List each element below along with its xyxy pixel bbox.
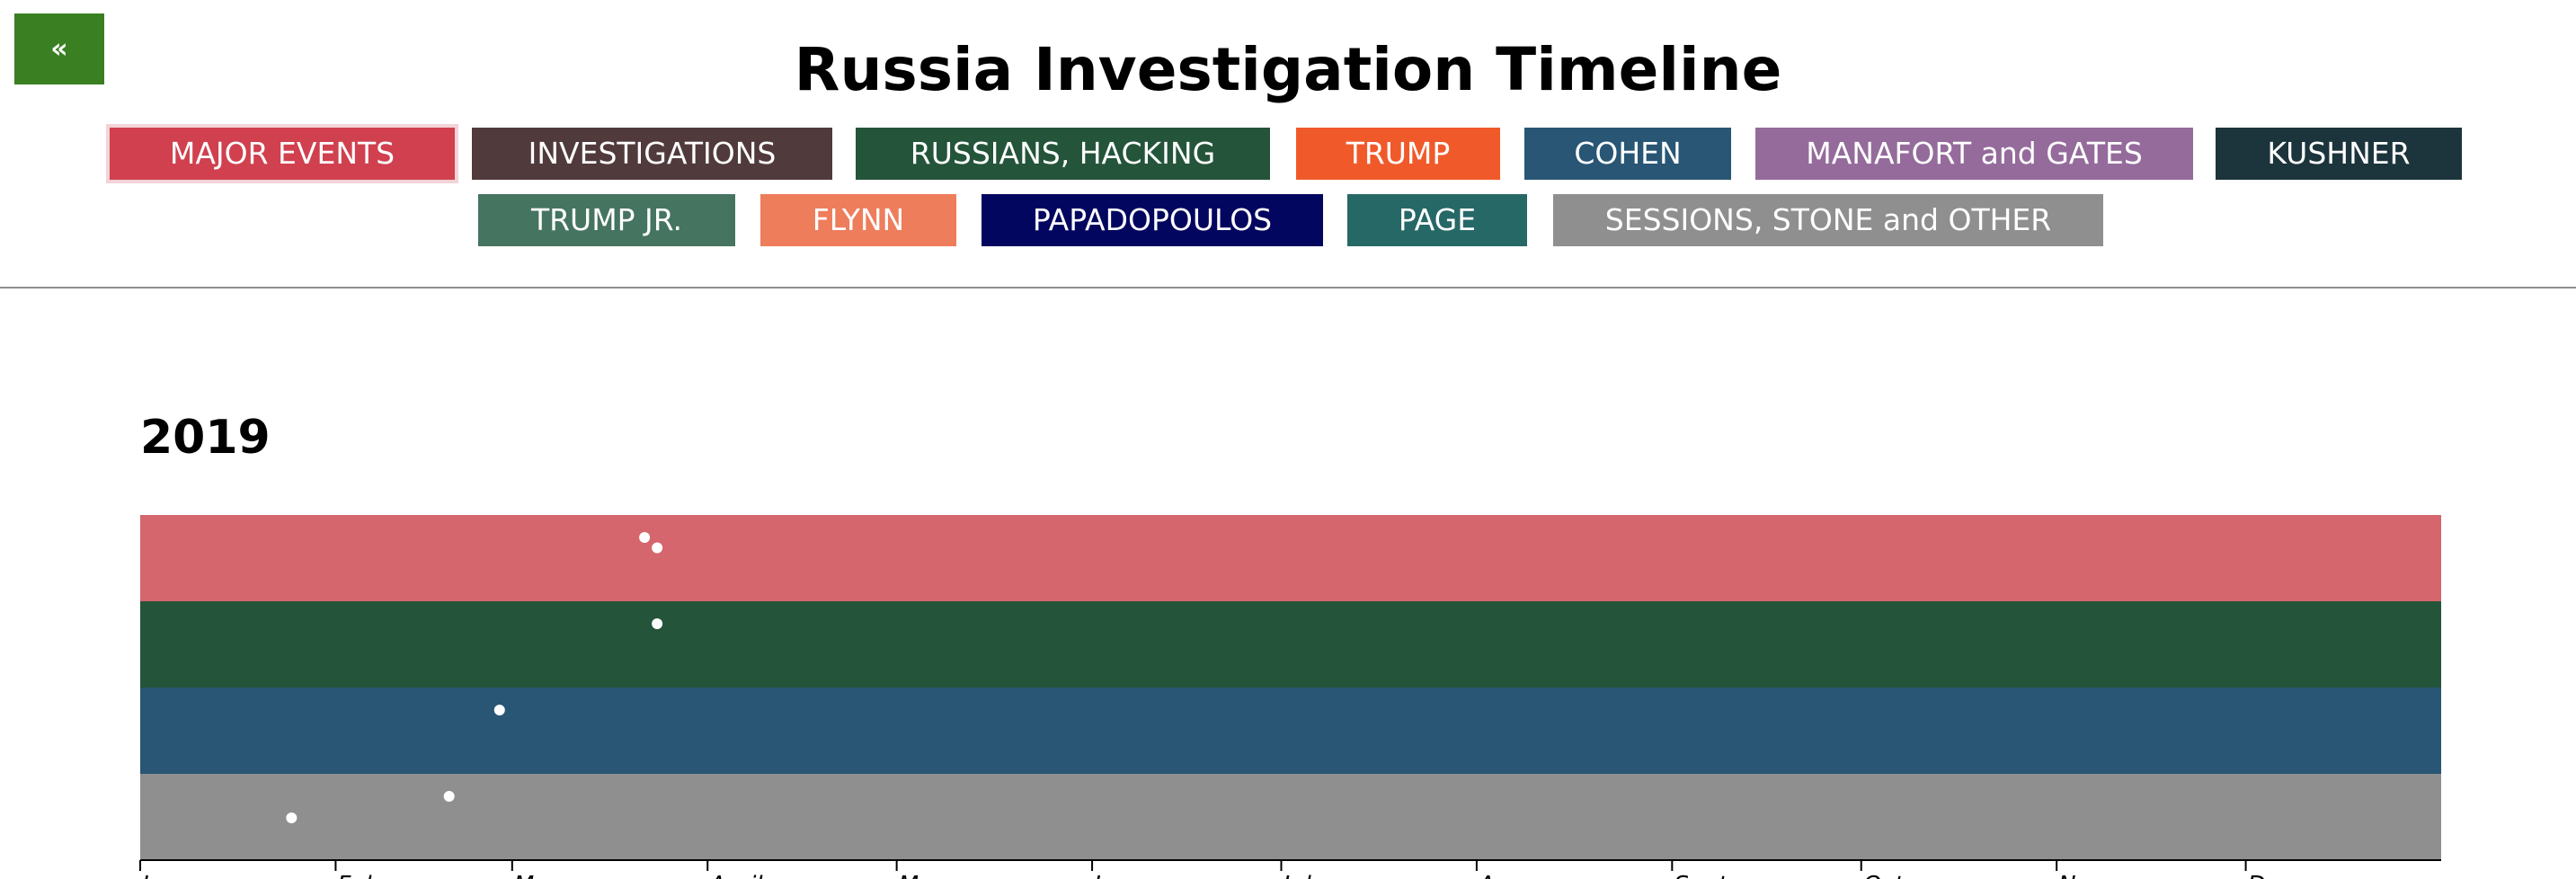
category-trump-button[interactable]: TRUMP — [1296, 128, 1500, 180]
month-label: June — [1089, 872, 1145, 879]
page-title: Russia Investigation Timeline — [794, 35, 1782, 104]
category-trump-jr-button[interactable]: TRUMP JR. — [478, 194, 735, 246]
month-label: Aug — [1477, 872, 1524, 879]
month-label: April — [707, 872, 763, 879]
month-label: Nov — [2058, 872, 2104, 879]
event-dot[interactable] — [443, 790, 455, 802]
timeline-lane — [140, 688, 2441, 774]
month-label: Mar — [514, 872, 560, 879]
category-filter-row: MAJOR EVENTS INVESTIGATIONS RUSSIANS, HACK… — [0, 128, 2576, 180]
category-filter-row: TRUMP JR. FLYNN PAPADOPOULOS PAGE SESSIONS, … — [0, 194, 2576, 246]
back-button[interactable]: « — [14, 13, 104, 84]
month-label: Dec — [2248, 872, 2293, 879]
header-divider — [0, 287, 2576, 289]
month-label: Feb — [337, 872, 379, 879]
month-label: July — [1278, 872, 1325, 879]
month-label: Jan — [138, 872, 178, 879]
month-label: Oct — [1863, 872, 1905, 879]
event-dot[interactable] — [639, 531, 651, 543]
category-investigations-button[interactable]: INVESTIGATIONS — [472, 128, 832, 180]
category-russians-hacking-button[interactable]: RUSSIANS, HACKING — [856, 128, 1270, 180]
category-papadopoulos-button[interactable]: PAPADOPOULOS — [982, 194, 1323, 246]
event-dot[interactable] — [286, 812, 298, 823]
month-label: Sept — [1674, 872, 1728, 879]
timeline-lane — [140, 515, 2441, 601]
timeline-lane — [140, 601, 2441, 688]
category-manafort-and-gates-button[interactable]: MANAFORT and GATES — [1755, 128, 2193, 180]
category-major-events-button[interactable]: MAJOR EVENTS — [110, 128, 455, 180]
month-label: May — [899, 872, 947, 879]
category-page-button[interactable]: PAGE — [1347, 194, 1527, 246]
event-dot[interactable] — [493, 704, 505, 715]
category-cohen-button[interactable]: COHEN — [1524, 128, 1731, 180]
event-dot[interactable] — [652, 542, 663, 554]
category-sessions-stone-and-other-button[interactable]: SESSIONS, STONE and OTHER — [1553, 194, 2103, 246]
category-kushner-button[interactable]: KUSHNER — [2216, 128, 2462, 180]
event-dot[interactable] — [652, 617, 663, 629]
category-flynn-button[interactable]: FLYNN — [760, 194, 956, 246]
timeline-lane — [140, 774, 2441, 860]
year-label: 2019 — [140, 411, 271, 465]
